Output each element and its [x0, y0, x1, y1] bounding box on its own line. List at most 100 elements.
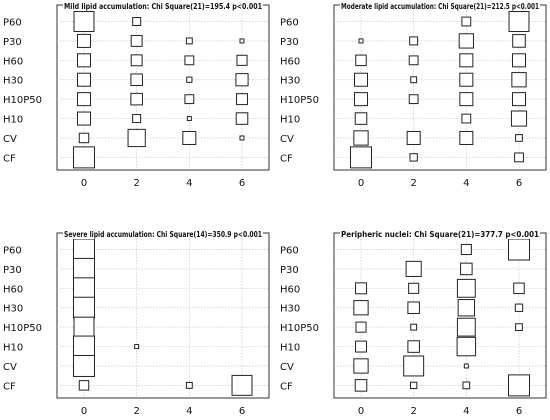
data-point	[76, 33, 92, 48]
data-point	[353, 130, 369, 146]
chart-panel-2: P60 P30 H60 H30 H10P50 H10 CV CF 0 2 4 6 Moderate li…	[280, 0, 547, 189]
y-tick-label: H10	[3, 115, 23, 126]
data-point	[355, 340, 367, 353]
y-tick-label: CV	[280, 134, 294, 145]
x-tick-label: 4	[186, 406, 192, 417]
data-point	[410, 76, 418, 84]
y-tick-label: CV	[280, 362, 294, 373]
x-tick-label: 2	[133, 406, 139, 417]
chart-title: Mild lipid accumulation: Chi Square(21)=…	[64, 2, 262, 11]
data-point	[185, 381, 193, 389]
y-tick-label: H30	[3, 304, 23, 315]
title-background	[340, 0, 540, 11]
data-point	[73, 335, 95, 358]
data-point	[355, 282, 367, 295]
data-point	[459, 72, 474, 87]
y-tick-label: P30	[280, 265, 299, 276]
data-point	[186, 76, 193, 83]
y-tick-label: H10P50	[3, 95, 42, 106]
data-point	[407, 301, 420, 315]
chart-title: Severe lipid accumulation: Chi Square(14…	[64, 230, 262, 239]
x-tick-label: 2	[133, 178, 139, 189]
y-tick-label: CV	[3, 134, 17, 145]
data-point	[462, 381, 471, 390]
data-point	[353, 300, 369, 316]
data-point	[186, 116, 192, 122]
y-tick-label: H10	[3, 343, 23, 354]
x-tick-label: 0	[81, 178, 87, 189]
data-point	[461, 16, 472, 27]
y-tick-label: H60	[280, 284, 300, 295]
data-point	[132, 114, 142, 124]
y-tick-label: P60	[3, 18, 22, 29]
data-point	[235, 73, 249, 87]
x-tick-label: 4	[463, 178, 469, 189]
y-tick-label: H60	[3, 284, 23, 295]
data-point	[73, 11, 95, 32]
data-point	[510, 110, 528, 127]
y-tick-label: H10	[280, 343, 300, 354]
data-point	[73, 238, 95, 261]
data-point	[353, 72, 369, 87]
data-point	[73, 257, 95, 280]
data-point	[456, 317, 476, 337]
title-background	[340, 228, 540, 239]
data-point	[132, 17, 142, 26]
data-point	[405, 260, 422, 277]
data-point	[515, 323, 523, 332]
y-tick-label: H30	[280, 304, 300, 315]
data-point	[130, 34, 143, 47]
data-point	[463, 363, 469, 369]
data-point	[185, 37, 193, 45]
data-point	[130, 73, 143, 87]
data-point	[73, 354, 95, 377]
data-point	[236, 93, 248, 106]
data-point	[78, 380, 90, 391]
x-tick-label: 2	[410, 406, 416, 417]
y-tick-label: H10P50	[280, 323, 319, 334]
y-tick-label: P30	[280, 37, 299, 48]
data-point	[460, 262, 473, 276]
y-tick-label: P30	[3, 37, 22, 48]
data-point	[409, 153, 418, 162]
title-background	[63, 0, 263, 11]
y-tick-label: P60	[3, 246, 22, 257]
y-tick-label: H10	[280, 115, 300, 126]
y-tick-label: P60	[280, 246, 299, 257]
data-point	[409, 36, 419, 46]
data-point	[512, 34, 526, 48]
data-point	[73, 146, 95, 169]
data-point	[73, 296, 95, 319]
data-point	[511, 72, 527, 88]
data-point	[410, 323, 418, 331]
data-point	[73, 316, 95, 338]
data-point	[78, 132, 90, 144]
y-tick-label: H60	[280, 56, 300, 67]
data-point	[127, 128, 146, 148]
data-point	[353, 358, 369, 374]
data-point	[235, 112, 249, 125]
y-tick-label: H10P50	[3, 323, 42, 334]
data-point	[239, 135, 245, 141]
data-point	[76, 111, 92, 126]
title-background	[63, 228, 263, 239]
data-point	[459, 92, 474, 107]
data-point	[461, 113, 472, 124]
x-tick-label: 6	[239, 406, 245, 417]
y-tick-label: CF	[3, 381, 16, 392]
data-point	[410, 381, 418, 390]
data-point	[354, 379, 368, 392]
y-tick-label: P30	[3, 265, 22, 276]
y-tick-label: P60	[280, 18, 299, 29]
data-point	[355, 321, 367, 333]
data-point	[354, 112, 368, 125]
x-tick-label: 6	[239, 178, 245, 189]
data-point	[130, 92, 143, 106]
data-point	[350, 146, 372, 169]
data-point	[76, 92, 92, 107]
y-tick-label: CF	[280, 381, 293, 392]
x-tick-label: 6	[516, 178, 522, 189]
data-point	[182, 130, 197, 145]
x-tick-label: 4	[463, 406, 469, 417]
